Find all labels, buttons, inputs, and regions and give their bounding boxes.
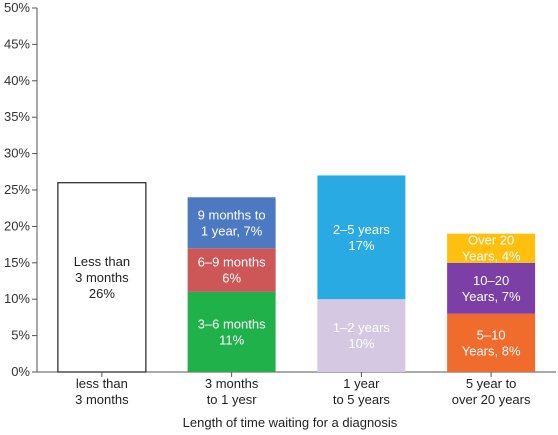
y-tick-label: 45% <box>4 36 30 51</box>
x-category-label: 3 months to 1 yesr <box>205 376 259 407</box>
bars: Less than 3 months 26% 3–6 months 11% 6–9 mon… <box>57 175 536 373</box>
y-tick-label: 0% <box>11 364 30 379</box>
x-axis-title: Length of time waiting for a diagnosis <box>183 415 398 430</box>
y-tick-label: 15% <box>4 255 30 270</box>
bar-segment <box>317 175 406 300</box>
bar-segment <box>317 299 406 372</box>
bar-segment <box>187 291 276 372</box>
y-axis: 0% 5% 10% 15% 20% 25% 30% 35% 40% 45% 50% <box>4 0 556 379</box>
bar-segment <box>447 233 536 263</box>
y-tick-label: 30% <box>4 146 30 161</box>
y-tick-label: 10% <box>4 291 30 306</box>
bar-segment-label: 9 months to 1 year, 7% <box>198 207 266 238</box>
y-tick-label: 5% <box>11 328 30 343</box>
x-category-label: 5 year to over 20 years <box>452 376 531 407</box>
bar-segment-label: Less than 3 months 26% <box>74 254 130 301</box>
y-tick-label: 50% <box>4 0 30 15</box>
bar-segment-label: 5–10 Years, 8% <box>462 327 521 358</box>
y-tick-label: 40% <box>4 73 30 88</box>
bar-segment <box>447 313 536 372</box>
bar-segment <box>187 248 276 292</box>
bar-segment-label: 3–6 months 11% <box>198 316 266 347</box>
bar-segment-label: Over 20 Years, 4% <box>462 233 521 264</box>
bar-segment-label: 2–5 years 17% <box>333 222 391 253</box>
y-tick-label: 20% <box>4 218 30 233</box>
x-axis-categories: less than 3 months 3 months to 1 yesr 1 year… <box>75 372 531 407</box>
x-category-label: 1 year to 5 years <box>333 376 391 407</box>
y-tick-label: 25% <box>4 182 30 197</box>
x-category-label: less than 3 months <box>75 376 129 407</box>
bar-segment <box>187 197 276 249</box>
bar-segment-label: 1–2 years 10% <box>333 320 391 351</box>
y-tick-label: 35% <box>4 109 30 124</box>
bar-segment-label: 6–9 months 6% <box>198 255 266 286</box>
bar-segment <box>447 262 536 314</box>
bar-segment-label: 10–20 Years, 7% <box>462 273 521 304</box>
bar-segment <box>57 182 147 373</box>
